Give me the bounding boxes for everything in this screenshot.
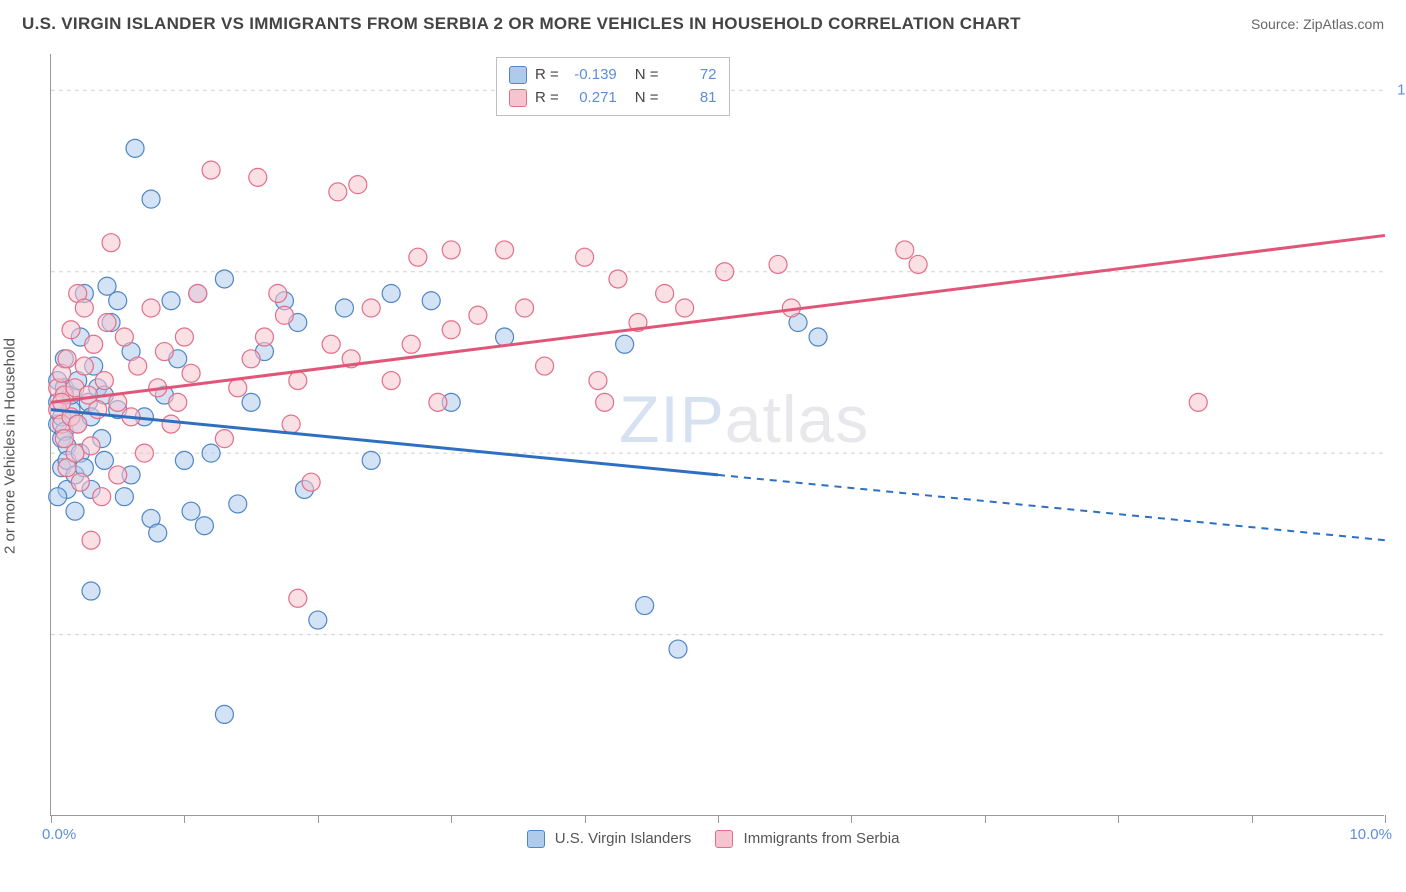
stat-n-serbia: 81	[667, 87, 717, 110]
stats-row-usvi: R = -0.139 N = 72	[509, 64, 717, 87]
stats-box: R = -0.139 N = 72 R = 0.271 N = 81	[496, 57, 730, 116]
plot-area: ZIPatlas R = -0.139 N = 72 R = 0.271 N =…	[50, 54, 1384, 816]
stat-r-serbia: 0.271	[567, 87, 617, 110]
stat-n-label: N =	[635, 64, 659, 87]
stat-r-label-2: R =	[535, 87, 559, 110]
y-axis-label: 2 or more Vehicles in Household	[2, 338, 19, 554]
legend: U.S. Virgin Islanders Immigrants from Se…	[0, 830, 1406, 848]
legend-swatch-usvi	[527, 830, 545, 848]
stat-n-label-2: N =	[635, 87, 659, 110]
stat-r-label: R =	[535, 64, 559, 87]
y-tick-label: 100.0%	[1397, 82, 1406, 99]
stat-r-usvi: -0.139	[567, 64, 617, 87]
swatch-serbia	[509, 89, 527, 107]
chart-title: U.S. VIRGIN ISLANDER VS IMMIGRANTS FROM …	[22, 14, 1021, 34]
line-layer	[51, 54, 1384, 815]
correlation-chart: U.S. VIRGIN ISLANDER VS IMMIGRANTS FROM …	[0, 0, 1406, 892]
legend-swatch-serbia	[715, 830, 733, 848]
stats-row-serbia: R = 0.271 N = 81	[509, 87, 717, 110]
legend-label-serbia: Immigrants from Serbia	[744, 830, 900, 847]
swatch-usvi	[509, 66, 527, 84]
title-bar: U.S. VIRGIN ISLANDER VS IMMIGRANTS FROM …	[0, 0, 1406, 44]
source-label: Source: ZipAtlas.com	[1251, 16, 1384, 32]
stat-n-usvi: 72	[667, 64, 717, 87]
legend-label-usvi: U.S. Virgin Islanders	[555, 830, 691, 847]
